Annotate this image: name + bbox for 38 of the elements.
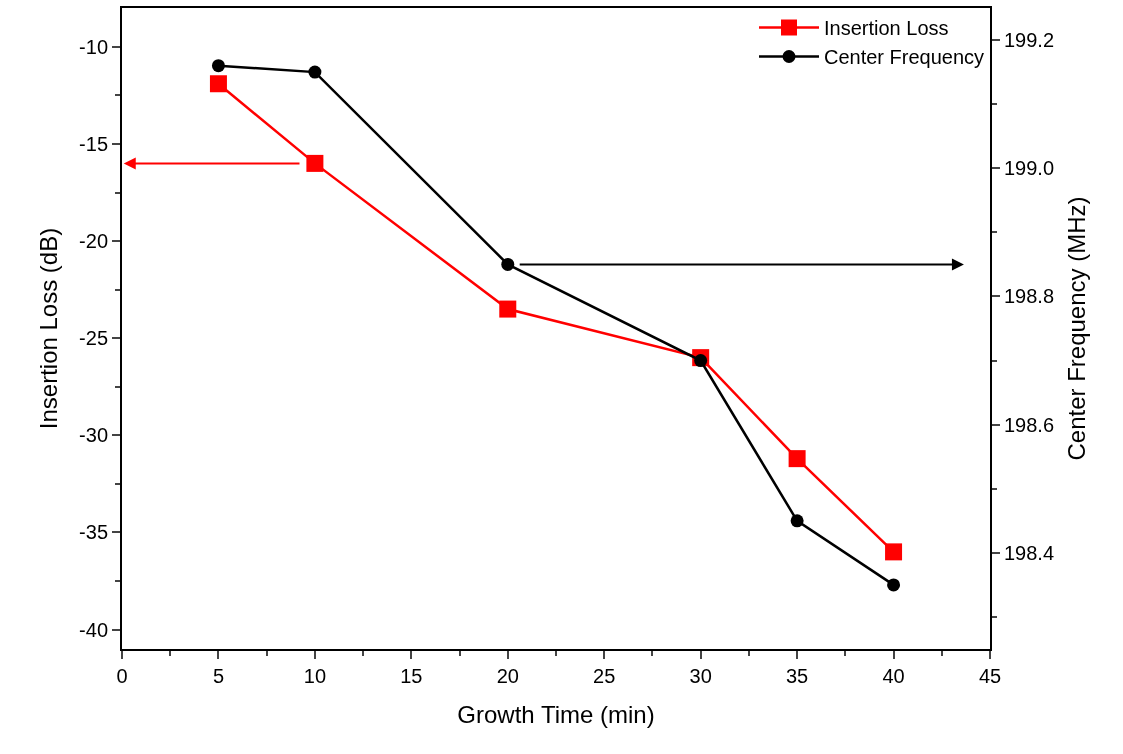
x-axis-title: Growth Time (min) xyxy=(457,700,655,728)
x-tick-label: 45 xyxy=(978,665,1002,687)
point xyxy=(501,257,515,271)
x-tick-label: 10 xyxy=(303,665,327,687)
point xyxy=(306,154,324,172)
y-tick-label: -40 xyxy=(79,618,108,641)
y-tick-label: -25 xyxy=(79,327,108,350)
point xyxy=(211,59,225,73)
x-tick-label: 0 xyxy=(116,665,128,687)
y2-tick-label: 198.6 xyxy=(1004,413,1055,436)
point xyxy=(209,75,227,93)
y2-tick-label: 198.8 xyxy=(1004,285,1055,308)
y2-tick-label: 198.4 xyxy=(1004,541,1055,564)
x-tick-label: 20 xyxy=(496,665,519,687)
y-tick-label: -10 xyxy=(79,35,108,58)
point xyxy=(499,300,517,318)
y-tick-label: -20 xyxy=(79,230,108,253)
x-tick-label: 25 xyxy=(593,665,616,687)
x-tick-label: 5 xyxy=(212,665,224,687)
x-tick-label: 35 xyxy=(785,665,809,687)
y2-axis-title: Center Frequency (MHz) xyxy=(1062,196,1090,461)
legend-label: Insertion Loss xyxy=(824,17,949,40)
x-tick-label: 15 xyxy=(400,665,423,687)
x-tick-label: 30 xyxy=(689,665,712,687)
y-axis-title: Insertion Loss (dB) xyxy=(34,227,62,430)
y-tick-label: -30 xyxy=(79,424,108,447)
point xyxy=(885,543,903,561)
y2-tick-label: 199.2 xyxy=(1004,29,1055,52)
x-tick-label: 40 xyxy=(882,665,905,687)
y-tick-label: -35 xyxy=(79,521,108,544)
point xyxy=(788,450,806,468)
y2-tick-label: 199.0 xyxy=(1004,157,1055,180)
point xyxy=(887,578,901,592)
y-tick-label: -15 xyxy=(79,132,108,155)
legend-label: Center Frequency xyxy=(824,46,985,69)
point xyxy=(790,514,804,528)
point xyxy=(694,354,708,368)
point xyxy=(308,65,322,79)
